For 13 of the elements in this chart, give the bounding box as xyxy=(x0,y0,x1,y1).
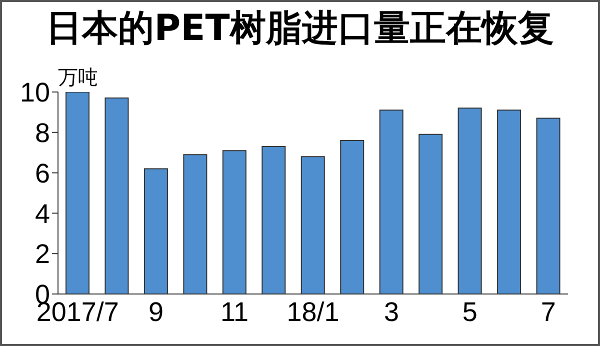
y-tick-label: 2 xyxy=(34,239,50,270)
x-tick-label: 3 xyxy=(384,297,399,328)
x-tick-label: 18/1 xyxy=(286,297,340,328)
y-tick-label: 10 xyxy=(20,78,50,108)
chart-title: 日本的PET树脂进口量正在恢复 xyxy=(45,7,555,51)
x-tick-label: 9 xyxy=(148,297,164,328)
x-tick-label: 11 xyxy=(220,297,249,328)
y-tick-label: 4 xyxy=(34,198,50,229)
y-tick-label: 6 xyxy=(34,158,50,188)
x-tick-label: 7 xyxy=(540,297,556,328)
x-tick-label: 5 xyxy=(462,297,478,328)
y-tick-label: 8 xyxy=(34,118,50,148)
y-axis-title: 万吨 xyxy=(58,66,98,91)
